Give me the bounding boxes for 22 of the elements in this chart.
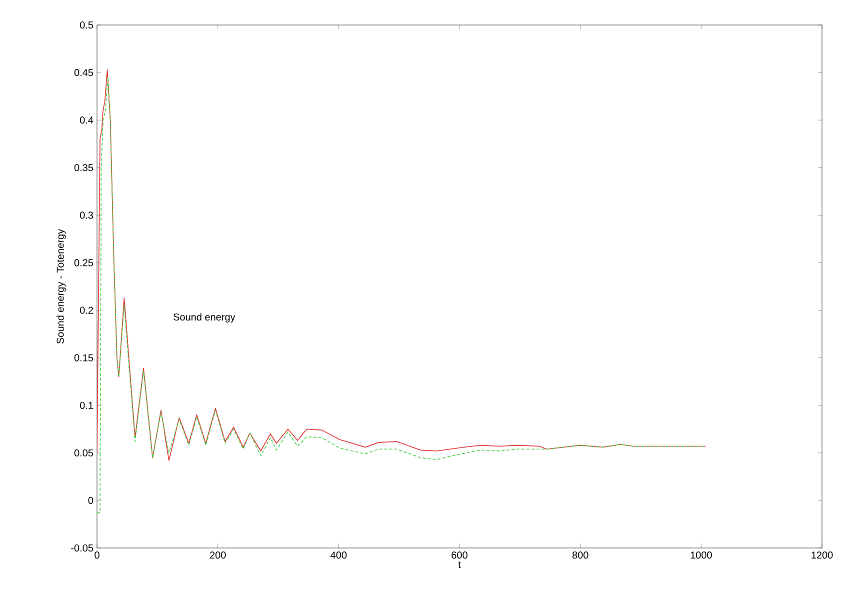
y-tick-label: 0.45 (74, 69, 94, 76)
y-axis-title: Sound energy - Totenergy (56, 228, 66, 344)
x-tick-label: 1200 (812, 552, 833, 559)
y-tick-label: 0.15 (74, 354, 94, 362)
annotation: Sound energy (173, 313, 236, 323)
x-tick-label: 800 (572, 552, 588, 559)
y-tick-label: 0.2 (80, 306, 93, 314)
x-tick-label: 400 (330, 552, 347, 559)
y-tick-label: 0.1 (80, 402, 93, 409)
x-tick-label: 600 (452, 552, 468, 559)
y-tick-label: -0.05 (71, 544, 94, 552)
y-tick-label: 0.4 (80, 116, 94, 124)
x-axis-title: t (458, 561, 461, 568)
y-tick-label: 0.35 (74, 164, 94, 172)
y-tick-label: 0.05 (74, 449, 94, 456)
x-tick-label: 1000 (690, 552, 712, 559)
y-tick-label: 0.25 (74, 259, 94, 266)
y-tick-label: 0.3 (80, 212, 94, 219)
x-tick-label: 0 (94, 552, 100, 559)
y-tick-label: 0.5 (80, 21, 94, 29)
x-tick-label: 200 (210, 552, 226, 559)
y-tick-label: 0 (88, 496, 94, 504)
